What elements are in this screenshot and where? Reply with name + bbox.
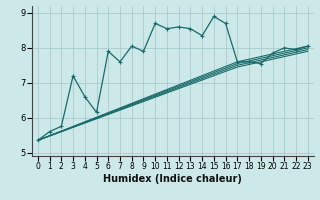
X-axis label: Humidex (Indice chaleur): Humidex (Indice chaleur) [103,174,242,184]
